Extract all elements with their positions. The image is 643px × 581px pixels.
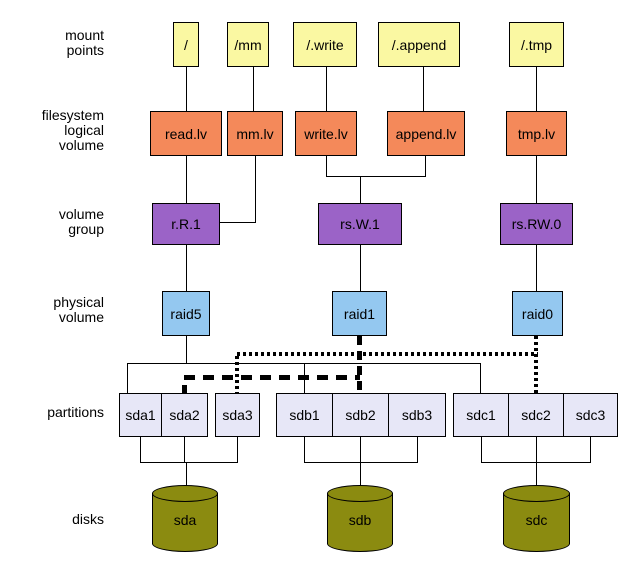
dashed-line-raid1-branch <box>184 375 360 380</box>
line-rR1-to-raid5 <box>186 245 187 291</box>
cylinder-top <box>152 485 218 502</box>
line-sdc-trunk <box>536 462 537 487</box>
cylinder-top <box>327 485 393 502</box>
line-sda2-to-disk <box>184 437 185 462</box>
line-bus-to-sdc1 <box>480 363 481 393</box>
disk-sdb: sdb <box>327 485 393 552</box>
disk-sdc: sdc <box>503 485 570 552</box>
lv-write: write.lv <box>295 111 357 156</box>
line-writelv-merge-v <box>326 156 327 177</box>
line-sdb-bracket <box>304 462 418 463</box>
line-append-to-appendlv <box>423 67 424 111</box>
mount-point-append: /.append <box>378 22 460 67</box>
lv-tmp: tmp.lv <box>506 111 567 156</box>
row-label-line: group <box>68 221 104 237</box>
row-label-mount-points: mount points <box>0 28 104 58</box>
pv-raid5: raid5 <box>162 291 210 336</box>
line-rsRW0-to-raid0 <box>536 245 537 291</box>
line-sdb3-to-disk <box>417 437 418 462</box>
partition-sdc3: sdc3 <box>563 393 618 437</box>
mount-point-mm: /mm <box>227 22 269 67</box>
line-readlv-to-vg <box>186 156 187 203</box>
line-sda3-to-disk <box>237 437 238 462</box>
line-sdb1-to-disk <box>304 437 305 462</box>
line-sdc3-to-disk <box>590 437 591 462</box>
line-appendlv-merge-v <box>425 156 426 177</box>
line-root-to-readlv <box>186 67 187 111</box>
row-label-line: physical <box>53 294 104 310</box>
pv-raid1: raid1 <box>332 291 387 336</box>
row-label-volume-group: volume group <box>0 207 104 237</box>
cylinder-top <box>503 485 570 502</box>
line-sda1-to-disk <box>140 437 141 462</box>
lv-mm: mm.lv <box>227 111 283 156</box>
dotted-line-raid0-to-sdc2 <box>534 336 538 393</box>
line-mmlv-elbow-h <box>220 222 256 223</box>
row-label-line: volume <box>58 137 104 153</box>
partition-sdc1: sdc1 <box>453 393 509 437</box>
line-merge-to-vg <box>360 176 361 203</box>
line-tmplv-to-vg <box>536 156 537 203</box>
line-sdb-trunk <box>360 462 361 487</box>
partition-sdb1: sdb1 <box>276 393 333 437</box>
pv-raid0: raid0 <box>512 291 563 336</box>
dotted-line-drop-sda3 <box>235 356 239 393</box>
row-label-line: volume <box>58 309 104 325</box>
lv-append: append.lv <box>387 111 465 156</box>
vg-rsW1: rs.W.1 <box>318 203 402 245</box>
vg-rR1: r.R.1 <box>152 203 220 245</box>
partition-sda1: sda1 <box>119 393 162 437</box>
line-rsW1-to-raid1 <box>360 245 361 291</box>
dotted-line-raid0-branch <box>237 352 538 356</box>
disk-sda: sda <box>152 485 218 552</box>
line-sdc2-to-disk <box>536 437 537 462</box>
line-sda-bracket <box>140 462 238 463</box>
line-bus-to-sda1 <box>127 363 128 393</box>
line-sdc1-to-disk <box>481 437 482 462</box>
line-merge-h <box>326 176 426 177</box>
row-label-line: partitions <box>47 404 104 420</box>
mount-point-write: /.write <box>293 22 357 67</box>
line-tmp-to-tmplv <box>536 67 537 111</box>
line-sda-trunk <box>186 462 187 487</box>
partition-sda2: sda2 <box>161 393 208 437</box>
line-mmlv-elbow-v <box>255 156 256 223</box>
lv-read: read.lv <box>150 111 222 156</box>
line-sdb2-to-disk <box>360 437 361 462</box>
dashed-line-raid1-to-sdb2 <box>357 336 362 393</box>
row-label-disks: disks <box>0 512 104 527</box>
partition-sdb2: sdb2 <box>332 393 389 437</box>
row-label-line: logical <box>64 122 104 138</box>
dashed-line-drop-sda2 <box>182 385 187 393</box>
row-label-line: mount <box>65 27 104 43</box>
partition-sda3: sda3 <box>215 393 260 437</box>
row-label-line: disks <box>72 511 104 527</box>
row-label-filesystem-logical-volume: filesystem logical volume <box>0 108 104 153</box>
partition-sdc2: sdc2 <box>508 393 564 437</box>
row-label-line: filesystem <box>41 107 104 123</box>
row-label-line: volume <box>58 206 104 222</box>
disk-label: sdc <box>525 512 548 528</box>
vg-rsRW0: rs.RW.0 <box>500 203 573 245</box>
line-raid5-to-bus <box>186 336 187 363</box>
disk-label: sda <box>173 512 197 528</box>
row-label-partitions: partitions <box>0 405 104 420</box>
mount-point-root: / <box>173 22 199 67</box>
disk-label: sdb <box>348 512 372 528</box>
line-mm-to-mmlv <box>253 67 254 111</box>
row-label-line: points <box>66 42 104 58</box>
line-write-to-writelv <box>326 67 327 111</box>
mount-point-tmp: /.tmp <box>509 22 564 67</box>
row-label-physical-volume: physical volume <box>0 295 104 325</box>
partition-sdb3: sdb3 <box>388 393 446 437</box>
